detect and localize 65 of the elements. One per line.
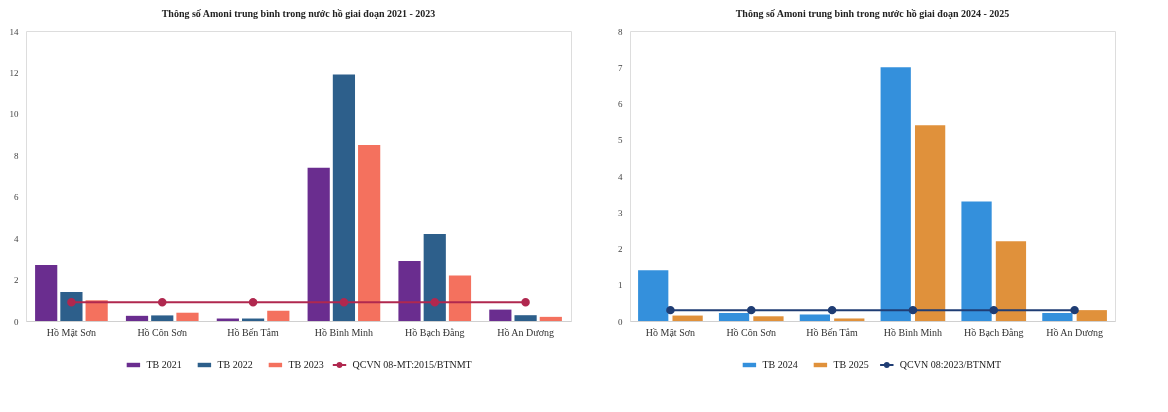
bar (914, 125, 946, 321)
y-tick-label: 6 (14, 192, 19, 203)
bar (961, 201, 992, 321)
bar (799, 314, 831, 321)
bar (880, 67, 911, 321)
y-tick-label: 8 (618, 26, 623, 37)
x-tick-label: Hồ Bến Tắm (227, 326, 280, 338)
x-tick-label: Hồ Bạch Đằng (405, 326, 465, 338)
x-tick-label: Hồ An Dương (497, 326, 554, 338)
bar (151, 315, 174, 321)
y-tick-label: 14 (9, 26, 19, 37)
x-tick-label: Hồ An Dương (1046, 326, 1103, 338)
bar (307, 167, 330, 321)
bar (398, 260, 421, 321)
y-tick-label: 3 (618, 207, 623, 218)
legend-label: TB 2025 (833, 359, 869, 370)
x-tick-label: Hồ Bạch Đằng (964, 326, 1024, 338)
bar (834, 318, 865, 321)
y-tick-label: 5 (618, 135, 623, 146)
y-tick-label: 2 (618, 244, 623, 254)
y-tick-label: 0 (14, 316, 19, 327)
bar (448, 275, 472, 321)
bar (718, 313, 750, 321)
bar (85, 300, 108, 321)
bar (514, 315, 537, 321)
bar (489, 309, 512, 321)
x-tick-label: Hồ Côn Sơn (726, 326, 777, 338)
y-tick-label: 4 (618, 171, 623, 182)
bar (358, 144, 381, 321)
legend-label: QCVN 08:2023/BTNMT (899, 359, 1002, 370)
bar (267, 310, 290, 321)
x-tick-label: Hồ Bến Tắm (806, 326, 859, 338)
bar (423, 234, 446, 321)
bar (539, 316, 562, 321)
bar (672, 315, 703, 321)
bar (35, 265, 58, 321)
y-tick-label: 8 (14, 150, 19, 161)
y-tick-label: 4 (14, 233, 19, 244)
legend-label: TB 2023 (288, 359, 324, 370)
x-tick-label: Hồ Bình Minh (883, 326, 943, 338)
bar (125, 315, 149, 321)
x-tick-label: Hồ Mật Sơn (46, 326, 97, 338)
bar (753, 316, 784, 321)
chart-title: Thông số Amoni trung bình trong nước hồ giai đoạn 2024 - 2025 (735, 8, 1010, 19)
y-tick-label: 10 (9, 109, 19, 120)
y-tick-label: 1 (618, 280, 623, 291)
chart-title: Thông số Amoni trung bình trong nước hồ giai đoạn 2021 - 2023 (161, 8, 436, 19)
bar (638, 270, 669, 321)
bar (332, 74, 356, 321)
x-tick-label: Hồ Côn Sơn (137, 326, 188, 338)
y-tick-label: 7 (618, 62, 623, 73)
bar (995, 241, 1027, 321)
y-tick-label: 0 (618, 316, 623, 327)
x-tick-label: Hồ Bình Minh (314, 326, 374, 338)
legend-label: TB 2021 (146, 359, 182, 370)
bar (1076, 310, 1107, 321)
bar (1042, 313, 1073, 321)
legend-label: TB 2024 (762, 359, 798, 370)
x-tick-label: Hồ Mật Sơn (645, 326, 696, 338)
y-tick-label: 2 (14, 275, 19, 286)
bar (176, 312, 199, 321)
legend-label: TB 2022 (217, 359, 253, 370)
y-tick-label: 6 (618, 99, 623, 109)
y-tick-label: 12 (9, 67, 19, 78)
legend-label: QCVN 08-MT:2015/BTNMT (352, 359, 472, 370)
